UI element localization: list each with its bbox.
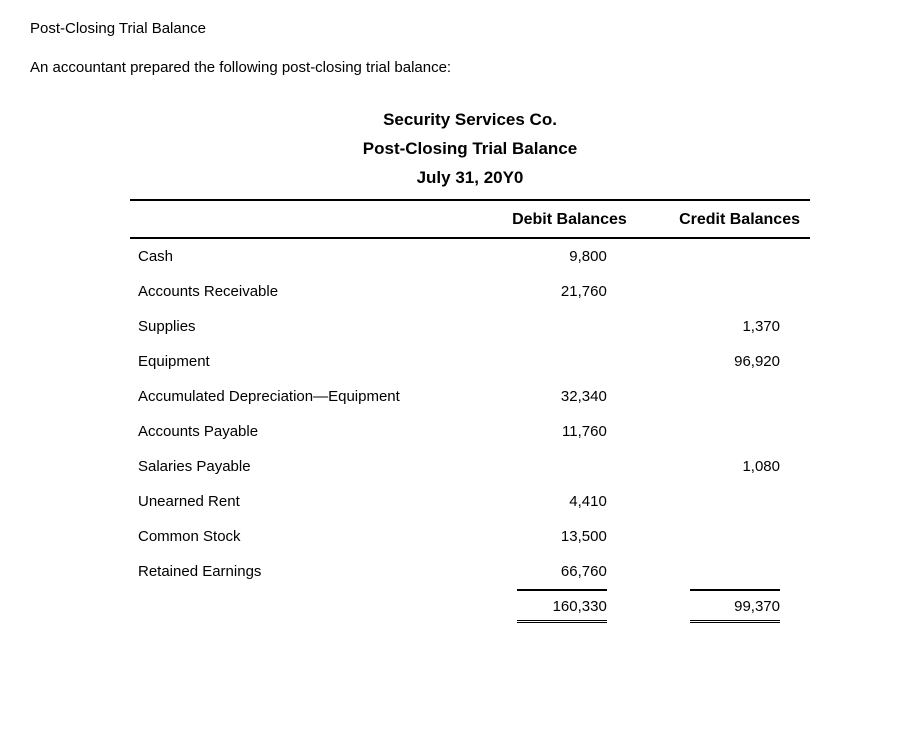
table-row: Accounts Receivable21,760 xyxy=(130,274,810,309)
totals-row: 160,33099,370 xyxy=(130,589,810,632)
account-name: Accumulated Depreciation—Equipment xyxy=(130,379,484,414)
table-row: Unearned Rent4,410 xyxy=(130,484,810,519)
debit-value xyxy=(484,449,647,484)
account-name: Unearned Rent xyxy=(130,484,484,519)
table-row: Cash9,800 xyxy=(130,238,810,274)
account-name: Retained Earnings xyxy=(130,554,484,589)
credit-value xyxy=(647,484,810,519)
col-header-account xyxy=(130,201,484,238)
trial-balance-table: Debit Balances Credit Balances Cash9,800… xyxy=(130,201,810,632)
table-header-row: Debit Balances Credit Balances xyxy=(130,201,810,238)
credit-value xyxy=(647,238,810,274)
col-header-credit: Credit Balances xyxy=(647,201,810,238)
account-name: Supplies xyxy=(130,309,484,344)
debit-value: 11,760 xyxy=(484,414,647,449)
table-row: Retained Earnings66,760 xyxy=(130,554,810,589)
credit-value: 1,080 xyxy=(647,449,810,484)
credit-value xyxy=(647,414,810,449)
account-name: Accounts Payable xyxy=(130,414,484,449)
debit-value: 9,800 xyxy=(484,238,647,274)
account-name: Cash xyxy=(130,238,484,274)
debit-value: 13,500 xyxy=(484,519,647,554)
totals-label xyxy=(130,589,484,632)
credit-total: 99,370 xyxy=(647,589,810,632)
table-row: Equipment 96,920 xyxy=(130,344,810,379)
credit-value: 1,370 xyxy=(647,309,810,344)
credit-value xyxy=(647,519,810,554)
debit-value xyxy=(484,309,647,344)
debit-value: 32,340 xyxy=(484,379,647,414)
table-row: Accumulated Depreciation—Equipment32,340 xyxy=(130,379,810,414)
table-row: Accounts Payable11,760 xyxy=(130,414,810,449)
company-name: Security Services Co. xyxy=(130,106,810,135)
credit-value xyxy=(647,379,810,414)
account-name: Equipment xyxy=(130,344,484,379)
trial-balance: Security Services Co. Post-Closing Trial… xyxy=(90,106,850,632)
account-name: Common Stock xyxy=(130,519,484,554)
account-name: Accounts Receivable xyxy=(130,274,484,309)
debit-value: 21,760 xyxy=(484,274,647,309)
credit-value xyxy=(647,554,810,589)
debit-value xyxy=(484,344,647,379)
debit-value: 4,410 xyxy=(484,484,647,519)
debit-total: 160,330 xyxy=(484,589,647,632)
col-header-debit: Debit Balances xyxy=(484,201,647,238)
statement-title: Post-Closing Trial Balance xyxy=(130,135,810,164)
intro-text: An accountant prepared the following pos… xyxy=(30,59,877,76)
account-name: Salaries Payable xyxy=(130,449,484,484)
credit-value xyxy=(647,274,810,309)
table-row: Common Stock13,500 xyxy=(130,519,810,554)
table-row: Supplies 1,370 xyxy=(130,309,810,344)
table-row: Salaries Payable 1,080 xyxy=(130,449,810,484)
debit-value: 66,760 xyxy=(484,554,647,589)
credit-value: 96,920 xyxy=(647,344,810,379)
statement-heading: Security Services Co. Post-Closing Trial… xyxy=(130,106,810,201)
page-title: Post-Closing Trial Balance xyxy=(30,20,877,37)
statement-date: July 31, 20Y0 xyxy=(130,164,810,193)
